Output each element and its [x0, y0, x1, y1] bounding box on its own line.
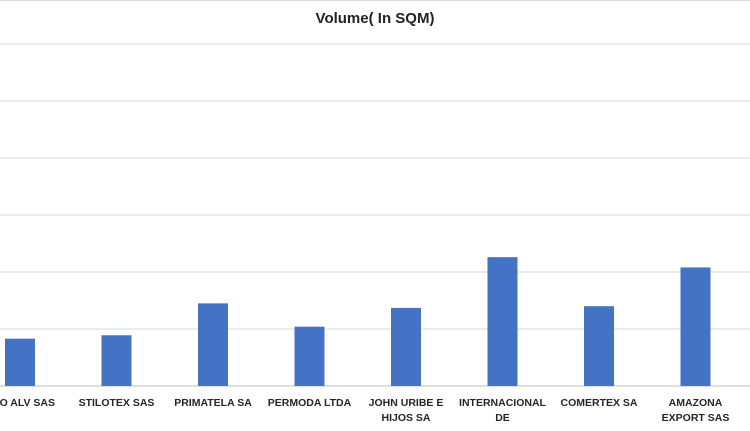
bar — [294, 326, 325, 386]
bar — [680, 267, 711, 386]
bar — [487, 257, 518, 386]
bar — [584, 306, 614, 386]
bar — [5, 338, 35, 386]
category-label: AMAZONA EXPORT SAS — [662, 397, 730, 424]
category-label: INTERNACIONAL DE — [459, 397, 546, 424]
chart-title: Volume( In SQM) — [315, 10, 435, 27]
category-label: JOHN URIBE E HIJOS SA — [369, 397, 444, 424]
bar — [391, 307, 421, 386]
category-label: COMERTEX SA — [560, 397, 637, 409]
category-label: UPO ALV SAS — [0, 397, 55, 409]
category-label: STILOTEX SAS — [79, 397, 155, 409]
category-label: PRIMATELA SA — [174, 397, 252, 409]
bar — [101, 335, 132, 386]
bar — [198, 303, 228, 386]
category-label: PERMODA LTDA — [268, 397, 352, 409]
